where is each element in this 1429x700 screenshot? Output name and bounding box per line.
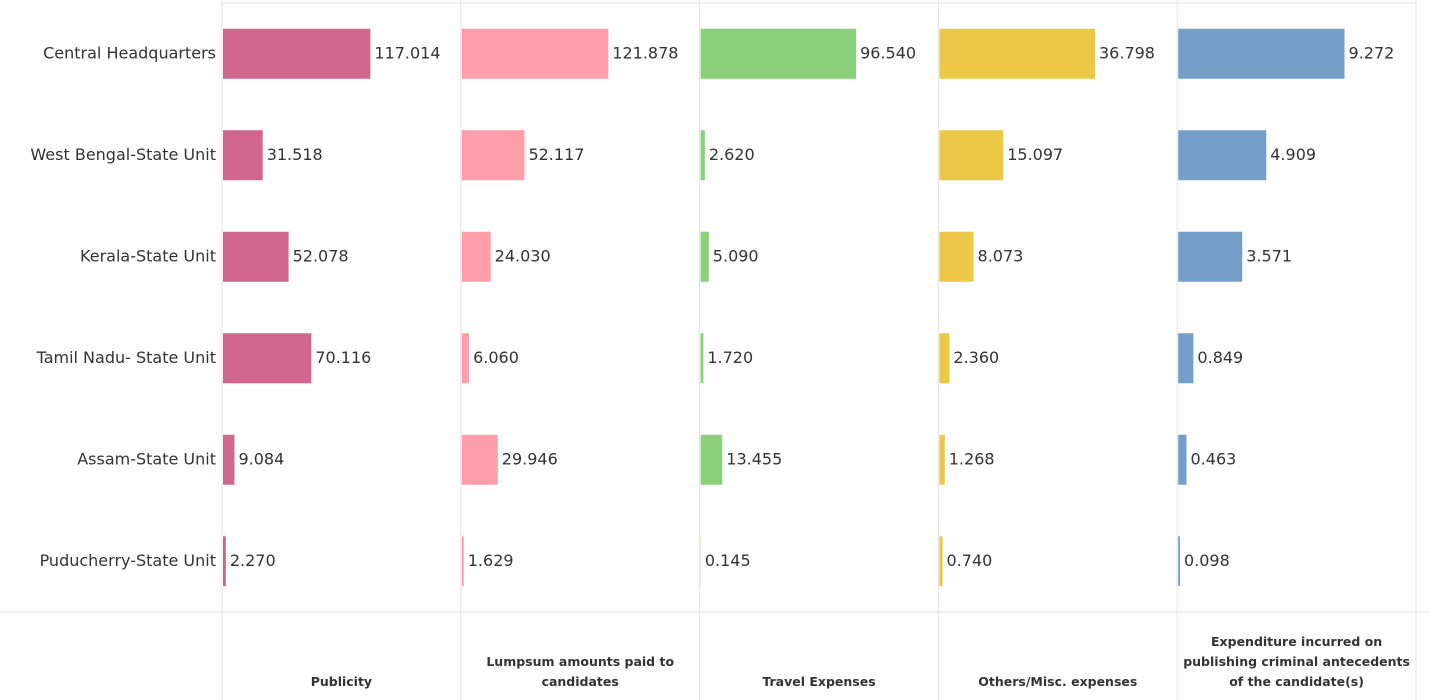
bar (700, 333, 704, 384)
bar (700, 231, 709, 282)
value-label: 121.878 (612, 43, 678, 62)
value-label: 6.060 (473, 348, 519, 367)
bar (939, 28, 1096, 79)
bar (939, 434, 945, 485)
value-label: 8.073 (978, 246, 1024, 265)
bar (1178, 231, 1243, 282)
bar (461, 130, 525, 181)
value-label: 0.098 (1184, 551, 1230, 570)
value-label: 0.145 (705, 551, 751, 570)
bar (939, 536, 943, 587)
value-label: 36.798 (1099, 43, 1155, 62)
row-label: West Bengal-State Unit (30, 145, 216, 164)
bar (461, 231, 491, 282)
bar (1178, 333, 1194, 384)
bar (700, 434, 723, 485)
bar (939, 333, 950, 384)
value-label: 9.272 (1349, 43, 1395, 62)
value-label: 29.946 (502, 449, 558, 468)
value-label: 117.014 (374, 43, 440, 62)
bar (223, 536, 226, 587)
bar (461, 28, 609, 79)
column-header: Others/Misc. expenses (978, 674, 1138, 689)
row-label: Kerala-State Unit (80, 246, 216, 265)
bar (223, 231, 289, 282)
value-label: 31.518 (267, 145, 323, 164)
value-label: 4.909 (1270, 145, 1316, 164)
value-label: 3.571 (1246, 246, 1292, 265)
value-label: 0.463 (1191, 449, 1237, 468)
value-label: 52.078 (293, 246, 349, 265)
value-label: 0.740 (947, 551, 993, 570)
bar (223, 333, 312, 384)
row-label: Central Headquarters (43, 43, 216, 62)
value-label: 15.097 (1007, 145, 1063, 164)
bar (223, 434, 235, 485)
bar (461, 434, 498, 485)
value-label: 1.268 (949, 449, 995, 468)
bar (939, 231, 974, 282)
value-label: 13.455 (726, 449, 782, 468)
bar (461, 536, 464, 587)
column-header: Expenditure incurred on publishing crimi… (1183, 634, 1410, 689)
bar (1178, 434, 1187, 485)
value-label: 24.030 (495, 246, 551, 265)
bar (1178, 28, 1345, 79)
value-label: 2.360 (953, 348, 999, 367)
value-label: 52.117 (528, 145, 584, 164)
bar (223, 130, 263, 181)
bar (1178, 536, 1180, 587)
value-label: 1.720 (707, 348, 753, 367)
value-label: 9.084 (238, 449, 284, 468)
value-label: 2.620 (709, 145, 755, 164)
value-label: 2.270 (230, 551, 276, 570)
bar (223, 28, 371, 79)
row-label: Tamil Nadu- State Unit (36, 348, 216, 367)
row-label: Assam-State Unit (77, 449, 216, 468)
value-label: 0.849 (1197, 348, 1243, 367)
value-label: 5.090 (713, 246, 759, 265)
bar (461, 333, 470, 384)
column-header: Lumpsum amounts paid to candidates (486, 654, 675, 689)
bar (939, 130, 1004, 181)
row-label: Puducherry-State Unit (40, 551, 216, 570)
bar (1178, 130, 1267, 181)
value-label: 70.116 (315, 348, 371, 367)
bar (700, 28, 857, 79)
bar (700, 130, 705, 181)
value-label: 96.540 (860, 43, 916, 62)
value-label: 1.629 (468, 551, 514, 570)
column-header: Travel Expenses (762, 674, 876, 689)
column-header: Publicity (310, 674, 373, 689)
